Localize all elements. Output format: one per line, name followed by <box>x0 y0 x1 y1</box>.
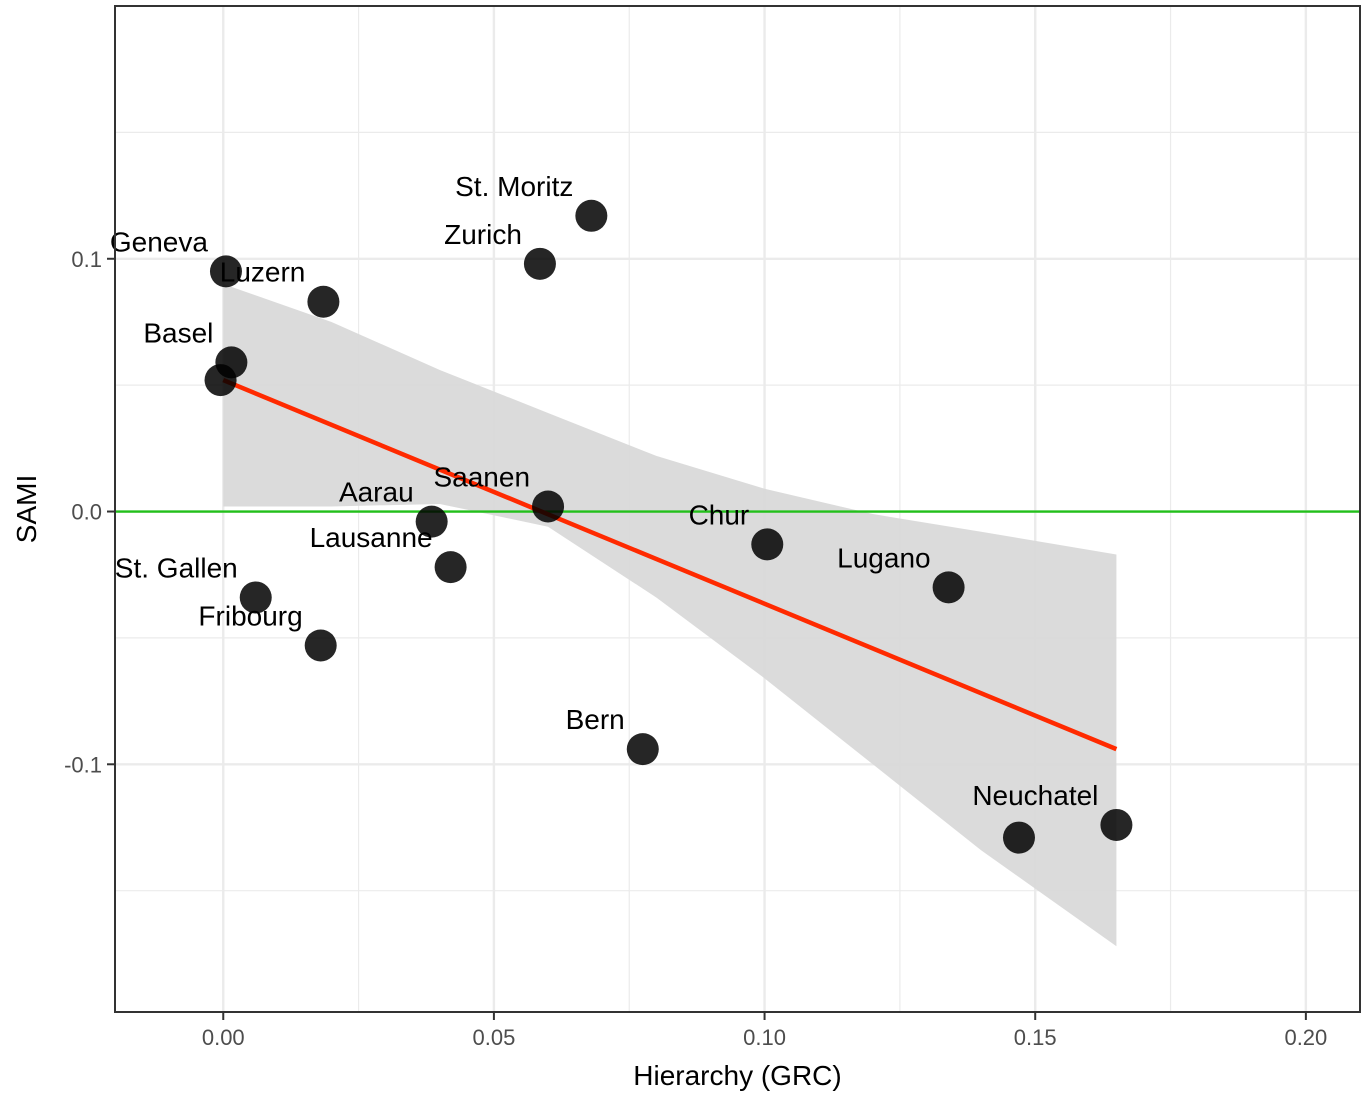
point-label: Bern <box>566 704 625 735</box>
point-label: St. Moritz <box>455 171 573 202</box>
data-point <box>532 490 565 523</box>
point-label: Chur <box>689 499 750 530</box>
data-point <box>575 199 608 232</box>
data-point <box>304 629 337 662</box>
points-layer <box>204 199 1133 854</box>
point-label: Zurich <box>444 219 522 250</box>
y-axis-title: SAMI <box>11 475 42 543</box>
point-label: Saanen <box>433 461 530 492</box>
point-label: Fribourg <box>198 600 302 631</box>
y-tick-label: 0.0 <box>71 500 102 525</box>
confidence-band <box>223 284 1117 947</box>
x-axis-title: Hierarchy (GRC) <box>633 1060 841 1091</box>
y-tick-label: -0.1 <box>64 752 102 777</box>
panel-border <box>114 5 1361 1013</box>
data-point <box>1002 821 1035 854</box>
point-label: Geneva <box>110 226 208 257</box>
point-label: Lugano <box>837 542 930 573</box>
x-tick-label: 0.20 <box>1284 1025 1327 1050</box>
x-tick-label: 0.05 <box>472 1025 515 1050</box>
point-label: Basel <box>143 317 213 348</box>
data-point <box>307 285 340 318</box>
x-axis-ticks: 0.00 0.05 0.10 0.15 0.20 <box>202 1012 1327 1050</box>
data-point <box>751 528 784 561</box>
x-tick-label: 0.10 <box>743 1025 786 1050</box>
data-point <box>1100 808 1133 841</box>
regression-line-layer <box>222 378 1118 752</box>
data-point <box>209 255 242 288</box>
data-point <box>523 247 556 280</box>
data-point <box>415 505 448 538</box>
y-tick-label: 0.1 <box>71 247 102 272</box>
data-point <box>626 733 659 766</box>
data-point <box>239 581 272 614</box>
point-label: Aarau <box>339 477 414 508</box>
data-point <box>932 571 965 604</box>
point-label: Luzern <box>220 257 306 288</box>
point-label: Lausanne <box>310 522 433 553</box>
regression-line <box>222 378 1118 752</box>
point-label: St. Gallen <box>115 552 238 583</box>
data-point <box>204 364 237 397</box>
point-label: Neuchatel <box>972 780 1098 811</box>
y-axis-ticks: 0.1 0.0 -0.1 <box>64 247 115 777</box>
confidence-band-layer <box>223 284 1117 947</box>
x-tick-label: 0.15 <box>1014 1025 1057 1050</box>
x-tick-label: 0.00 <box>202 1025 245 1050</box>
data-point <box>434 551 467 584</box>
